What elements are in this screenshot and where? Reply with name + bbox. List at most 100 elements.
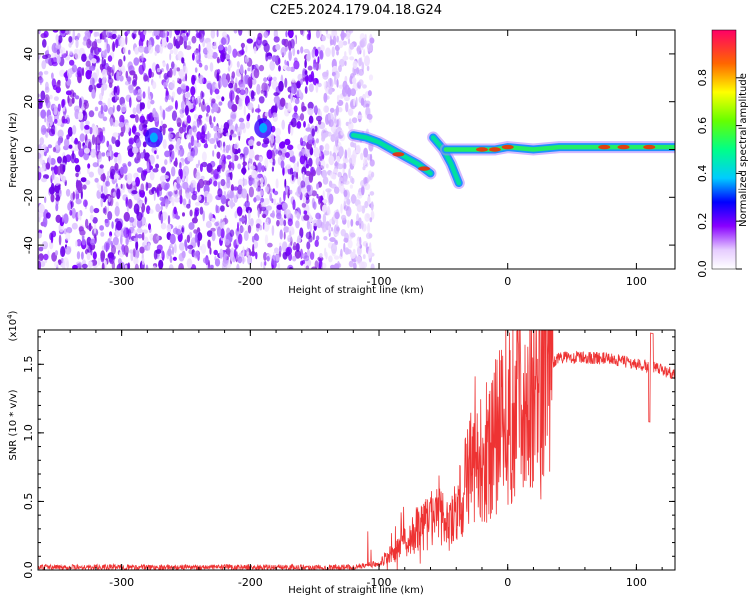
noise-speck: [311, 190, 317, 197]
noise-speck: [231, 104, 238, 112]
noise-speck: [334, 74, 337, 86]
noise-speck: [154, 44, 161, 54]
noise-speck: [139, 200, 143, 208]
noise-speck: [55, 203, 59, 212]
noise-speck: [271, 166, 274, 172]
noise-speck: [100, 104, 104, 115]
noise-speck: [76, 251, 81, 260]
noise-speck: [261, 165, 265, 173]
noise-speck: [248, 218, 254, 225]
noise-speck: [312, 230, 315, 241]
noise-speck: [123, 55, 126, 62]
x-tick-label: -300: [109, 576, 134, 589]
noise-speck: [234, 211, 238, 219]
noise-speck: [197, 120, 200, 128]
noise-speck: [285, 186, 288, 194]
noise-speck: [46, 128, 52, 133]
noise-speck: [276, 219, 280, 227]
noise-speck: [77, 211, 81, 219]
noise-speck: [291, 174, 294, 181]
noise-speck: [201, 151, 207, 162]
track-core-0: [351, 132, 433, 176]
noise-speck: [339, 183, 345, 194]
noise-speck: [363, 157, 368, 166]
noise-speck: [57, 35, 63, 44]
noise-speck: [222, 221, 226, 226]
noise-speck: [195, 30, 199, 34]
noise-speck: [228, 82, 234, 89]
noise-speck: [217, 45, 224, 51]
noise-speck: [266, 205, 272, 211]
noise-speck: [251, 235, 255, 243]
noise-speck: [332, 173, 337, 180]
noise-speck: [239, 49, 245, 55]
noise-speck: [91, 88, 96, 99]
snr-exponent-label: (x104): [6, 310, 19, 341]
track-peak-4: [617, 144, 630, 150]
noise-speck: [50, 193, 55, 203]
y-tick-label: 20: [22, 95, 35, 109]
noise-speck: [213, 116, 216, 123]
noise-speck: [233, 186, 239, 191]
noise-speck: [278, 57, 281, 65]
noise-speck: [135, 114, 139, 123]
noise-speck: [236, 206, 243, 215]
noise-speck: [49, 157, 56, 166]
noise-speck: [323, 149, 330, 156]
noise-speck: [369, 37, 375, 44]
noise-speck: [167, 94, 172, 101]
noise-speck: [130, 251, 134, 262]
noise-speck: [182, 165, 190, 177]
noise-speck: [284, 108, 290, 117]
noise-speck: [343, 205, 349, 211]
noise-speck: [239, 84, 246, 90]
noise-speck: [277, 262, 281, 269]
noise-speck: [269, 60, 276, 71]
noise-speck: [307, 101, 314, 110]
noise-speck: [129, 97, 132, 108]
noise-speck: [120, 103, 127, 113]
noise-speck: [350, 251, 356, 259]
noise-speck: [39, 137, 45, 146]
noise-speck: [85, 180, 91, 185]
noise-speck: [302, 259, 306, 265]
noise-speck: [121, 68, 126, 73]
noise-speck: [263, 221, 270, 232]
noise-speck: [134, 263, 139, 269]
noise-speck: [51, 56, 58, 65]
noise-speck: [162, 62, 166, 68]
noise-speck: [49, 94, 53, 100]
noise-speck: [201, 138, 206, 144]
noise-speck: [111, 244, 116, 255]
noise-speck: [243, 230, 249, 242]
noise-speck: [128, 49, 131, 55]
noise-speck: [104, 37, 107, 43]
track-peak-3: [598, 144, 611, 150]
noise-speck: [38, 30, 41, 35]
noise-speck: [209, 247, 212, 255]
noise-speck: [315, 235, 320, 241]
noise-speck: [237, 184, 243, 195]
noise-speck: [295, 242, 300, 252]
noise-speck: [141, 232, 145, 241]
noise-speck: [295, 171, 299, 180]
noise-speck: [305, 127, 312, 132]
noise-speck: [156, 244, 163, 251]
noise-speck: [96, 38, 102, 44]
noise-speck: [239, 155, 243, 160]
noise-speck: [256, 36, 263, 46]
noise-speck: [365, 106, 371, 116]
noise-speck: [318, 258, 323, 269]
noise-speck: [280, 153, 286, 161]
noise-speck: [212, 103, 219, 113]
noise-speck: [42, 245, 48, 250]
noise-speck: [195, 32, 201, 39]
noise-speck: [297, 235, 302, 243]
noise-speck: [91, 41, 98, 51]
colorbar-label: Normalized spectral amplitude: [738, 73, 749, 227]
noise-speck: [247, 224, 252, 234]
noise-speck: [331, 46, 335, 58]
noise-speck: [80, 177, 87, 183]
noise-speck: [279, 217, 284, 226]
noise-speck: [56, 49, 60, 55]
